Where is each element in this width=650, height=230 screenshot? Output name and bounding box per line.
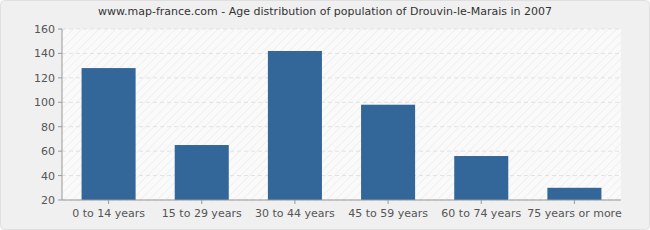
bars [82,51,602,200]
y-tick [58,200,62,201]
x-tick-label: 30 to 44 years [255,207,335,220]
bar [454,156,508,200]
y-tick [58,126,62,127]
y-tick-label: 140 [34,47,55,60]
grid-line [62,53,621,54]
y-axis [62,29,63,200]
y-tick [58,151,62,152]
bar [268,51,322,200]
grid-line [62,175,621,176]
y-tick-label: 40 [41,170,55,183]
bar [361,105,415,200]
x-tick-label: 0 to 14 years [72,207,145,220]
x-tick-label: 75 years or more [527,207,622,220]
bar [82,68,136,200]
x-tick [481,200,482,204]
x-tick-label: 45 to 59 years [348,207,428,220]
plot-area [62,29,621,200]
y-tick [58,29,62,30]
title: www.map-france.com - Age distribution of… [98,5,552,18]
y-tick-label: 160 [34,23,55,36]
background [1,1,650,230]
grid-line [62,102,621,103]
x-tick [201,200,202,204]
grid-line [62,29,621,30]
grid-line [62,126,621,127]
grid-line [62,151,621,152]
grid-line [62,77,621,78]
bar [547,188,601,200]
y-tick [58,77,62,78]
x-tick-label: 15 to 29 years [162,207,242,220]
y-tick-label: 80 [41,121,55,134]
y-tick-label: 20 [41,194,55,207]
y-tick [58,175,62,176]
y-tick-label: 60 [41,145,55,158]
x-tick [294,200,295,204]
x-tick [574,200,575,204]
y-tick-label: 120 [34,72,55,85]
bar [175,145,229,200]
grid-line [62,200,621,201]
y-tick [58,53,62,54]
chart: www.map-france.com - Age distribution of… [0,0,650,230]
y-tick-label: 100 [34,96,55,109]
x-tick [108,200,109,204]
x-tick [388,200,389,204]
x-axis [62,200,621,201]
y-tick [58,102,62,103]
x-tick-label: 60 to 74 years [441,207,521,220]
